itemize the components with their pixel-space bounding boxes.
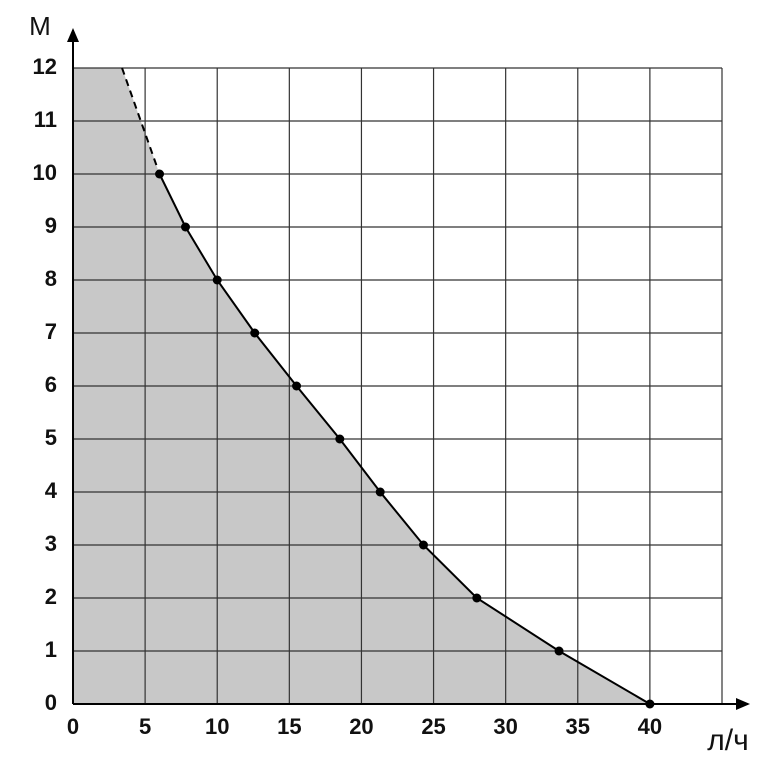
x-tick-label: 0 (67, 714, 79, 739)
y-tick-label: 0 (45, 690, 57, 715)
x-tick-label: 40 (638, 714, 662, 739)
y-axis-label: М (29, 11, 51, 41)
y-tick-label: 7 (45, 319, 57, 344)
point (472, 593, 482, 603)
x-tick-label: 10 (205, 714, 229, 739)
point (180, 222, 190, 232)
point (250, 328, 260, 338)
y-tick-label: 9 (45, 213, 57, 238)
point (335, 434, 345, 444)
x-tick-label: 5 (139, 714, 151, 739)
x-tick-label: 20 (349, 714, 373, 739)
line (121, 67, 161, 175)
point (212, 275, 222, 285)
y-tick-label: 2 (45, 584, 57, 609)
y-tick-label: 3 (45, 531, 57, 556)
point (292, 381, 302, 391)
y-tick-label: 11 (34, 107, 57, 132)
y-tick-label: 8 (45, 266, 57, 291)
x-tick-label: 25 (421, 714, 445, 739)
x-axis-label: л/ч (707, 724, 748, 757)
y-tick-label: 10 (33, 160, 57, 185)
point (375, 487, 385, 497)
y-tick-label: 5 (45, 425, 57, 450)
y-tick-label: 6 (45, 372, 57, 397)
x-tick-label: 30 (493, 714, 517, 739)
point (418, 540, 428, 550)
point (645, 699, 655, 709)
y-tick-label: 12 (33, 54, 57, 79)
x-tick-label: 15 (277, 714, 301, 739)
y-tick-label: 1 (45, 637, 57, 662)
y-tick-label: 4 (45, 478, 58, 503)
point (554, 646, 564, 656)
x-tick-label: 35 (566, 714, 590, 739)
